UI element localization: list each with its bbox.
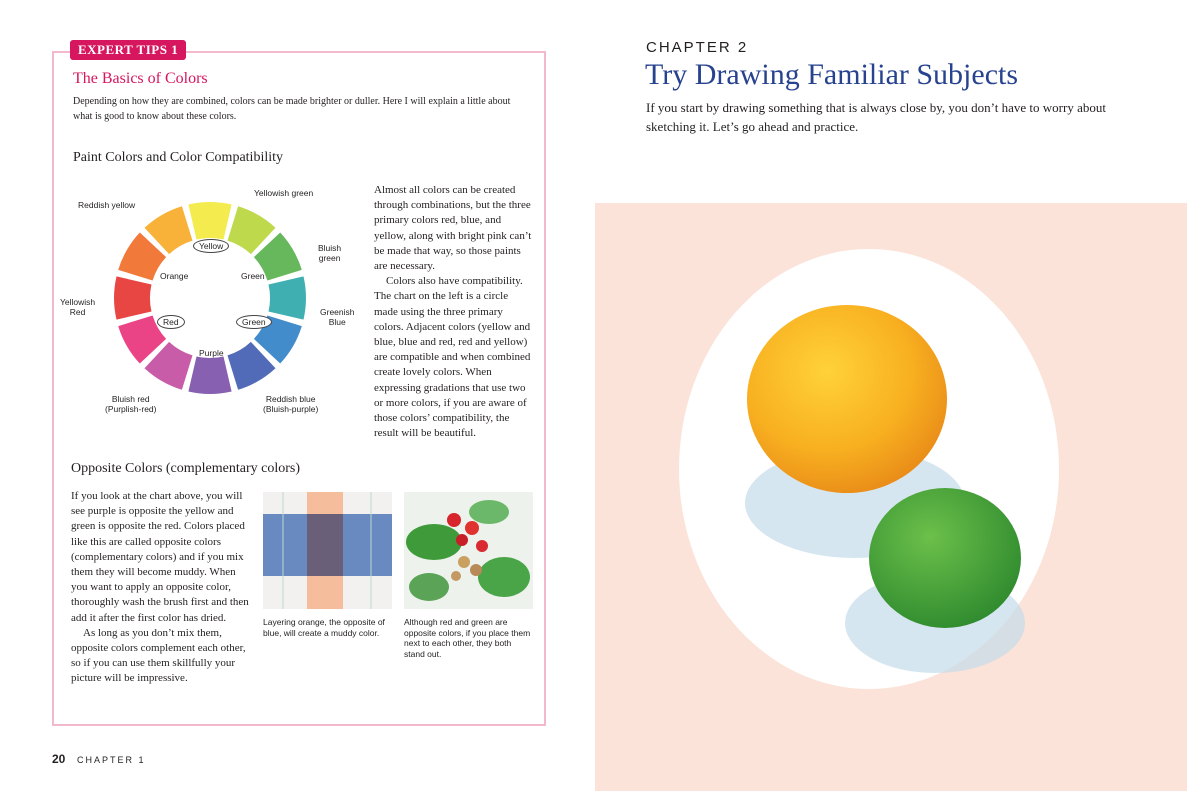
heading: Opposite Colors (complementary colors) xyxy=(71,461,301,476)
wheel-segment xyxy=(188,202,232,240)
wheel-segment xyxy=(114,276,152,320)
wheel-segment xyxy=(144,341,193,390)
heading: Paint Colors and Color Compatibility xyxy=(73,150,283,165)
page-number: 20 xyxy=(52,752,66,766)
wheel-label: Red xyxy=(157,315,185,329)
wheel-segment xyxy=(118,315,167,364)
badge: EXPERT TIPS 1 xyxy=(70,40,187,60)
chapter-intro: If you start by drawing something that i… xyxy=(646,100,1106,134)
color-wheel xyxy=(114,202,306,394)
wheel-label: Bluish red (Purplish-red) xyxy=(105,394,157,414)
running-footer: CHAPTER 1 xyxy=(77,755,146,765)
wheel-segment xyxy=(118,232,167,281)
chapter-label: CHAPTER 2 xyxy=(646,39,749,56)
title: The Basics of Colors xyxy=(73,70,208,87)
wheel-label: Bluish green xyxy=(318,243,342,263)
wheel-label: Green xyxy=(241,271,265,281)
caption: Layering orange, the opposite of blue, w… xyxy=(263,617,385,638)
wheel-segment xyxy=(227,341,276,390)
wheel-segment xyxy=(188,356,232,394)
tips-box xyxy=(52,51,546,726)
wheel-label: Yellowish green xyxy=(254,188,314,198)
wheel-segment xyxy=(253,315,302,364)
photo-layering xyxy=(263,492,392,609)
caption: Although red and green are opposite colo… xyxy=(404,617,531,659)
wheel-label: Reddish blue (Bluish-purple) xyxy=(263,394,319,414)
chapter-title: Try Drawing Familiar Subjects xyxy=(645,58,1019,91)
wheel-label: Purple xyxy=(199,348,224,358)
wheel-label: Yellow xyxy=(193,239,230,253)
wheel-label: Orange xyxy=(160,271,189,281)
paragraph: As long as you don’t mix them, opposite … xyxy=(71,626,246,685)
wheel-label: Green xyxy=(236,315,272,329)
wheel-label: Yellowish Red xyxy=(60,297,96,317)
wheel-segment xyxy=(268,276,306,320)
photo-berries xyxy=(404,492,533,609)
wheel-segment xyxy=(253,232,302,281)
wheel-segment xyxy=(144,206,193,255)
wheel-label: Reddish yellow xyxy=(78,200,136,210)
paragraph: If you look at the chart above, you will… xyxy=(71,490,249,624)
wheel-label: Greenish Blue xyxy=(320,307,355,327)
intro: Depending on how they are combined, colo… xyxy=(73,96,511,123)
paragraph: Almost all colors can be created through… xyxy=(374,184,532,273)
text-column: Almost all colors can be created through… xyxy=(374,183,534,441)
paragraph: Colors also have compatibility. The char… xyxy=(374,275,531,440)
text-column: If you look at the chart above, you will… xyxy=(71,489,253,687)
illustration xyxy=(595,203,1187,791)
wheel-segment xyxy=(227,206,276,255)
